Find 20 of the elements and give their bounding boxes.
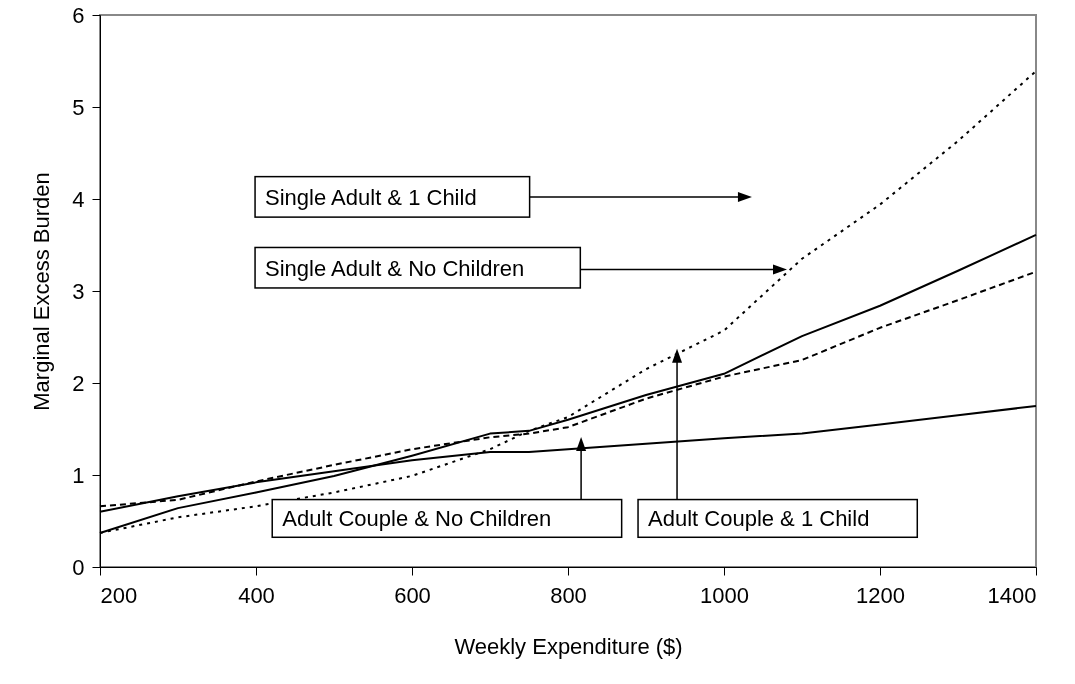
text: Single Adult & 1 Child (265, 184, 477, 210)
x-tick-label: 400 (238, 582, 275, 608)
y-tick-label: 2 (72, 370, 85, 396)
x-tick-label: 800 (550, 582, 587, 608)
x-tick-label: 600 (394, 582, 431, 608)
text: Adult Couple & 1 Child (648, 506, 870, 532)
x-tick-label: 200 (100, 582, 138, 608)
x-tick-label: 1200 (856, 582, 905, 608)
y-tick-label: 5 (72, 94, 85, 120)
y-tick-label: 1 (72, 462, 85, 488)
y-axis-title: Marginal Excess Burden (29, 172, 55, 411)
x-axis-title: Weekly Expenditure ($) (454, 633, 683, 659)
series-label: Adult Couple & No Children (282, 506, 552, 532)
x-tick-label: 1400 (987, 582, 1037, 608)
y-tick-label: 0 (72, 554, 85, 580)
text: Single Adult & No Children (265, 255, 525, 281)
x-tick-label: 1000 (700, 582, 749, 608)
y-tick-label: 3 (72, 278, 85, 304)
y-tick-label: 6 (72, 2, 85, 28)
y-tick-label: 4 (72, 186, 85, 212)
